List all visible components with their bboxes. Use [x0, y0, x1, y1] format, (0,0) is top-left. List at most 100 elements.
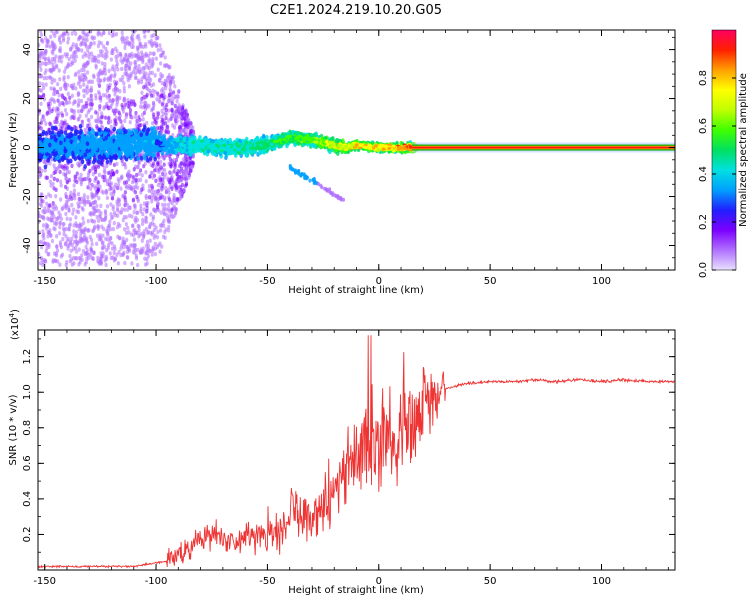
noise-point: [160, 102, 164, 107]
noise-point: [173, 110, 177, 116]
noise-point: [149, 38, 153, 44]
noise-point: [151, 163, 155, 169]
noise-point: [111, 226, 115, 232]
noise-point: [82, 220, 86, 225]
noise-point: [179, 166, 184, 171]
noise-point: [167, 118, 171, 123]
noise-point: [77, 247, 81, 252]
noise-point: [124, 53, 128, 58]
noise-point: [121, 106, 125, 112]
noise-point: [38, 63, 42, 69]
noise-point: [170, 208, 174, 213]
noise-point: [175, 99, 179, 104]
noise-point: [170, 186, 174, 192]
noise-point: [170, 214, 174, 219]
noise-point: [111, 50, 115, 56]
band-point: [66, 158, 70, 164]
noise-point: [153, 89, 157, 95]
noise-point: [109, 124, 113, 130]
noise-point: [163, 229, 167, 235]
noise-point: [76, 109, 81, 114]
noise-point: [59, 244, 63, 250]
noise-point: [135, 165, 140, 170]
noise-point: [173, 162, 177, 167]
noise-point: [149, 77, 153, 83]
noise-point: [77, 262, 81, 267]
noise-point: [87, 107, 92, 113]
noise-point: [89, 93, 93, 99]
noise-point: [117, 116, 121, 122]
noise-point: [60, 54, 64, 60]
noise-point: [120, 30, 124, 36]
noise-point: [154, 56, 158, 61]
noise-point: [59, 86, 63, 92]
noise-point: [130, 214, 134, 219]
noise-point: [86, 97, 90, 102]
noise-point: [73, 49, 77, 55]
noise-point: [104, 46, 108, 52]
noise-point: [121, 74, 125, 80]
noise-point: [136, 247, 140, 253]
noise-point: [43, 206, 47, 211]
noise-point: [139, 209, 143, 214]
noise-point: [66, 91, 70, 97]
noise-point: [148, 57, 152, 62]
noise-point: [83, 51, 87, 56]
noise-point: [70, 236, 74, 242]
band-point: [153, 156, 157, 162]
noise-point: [47, 75, 51, 80]
noise-point: [125, 35, 129, 41]
noise-point: [178, 184, 182, 190]
noise-point: [167, 190, 171, 195]
noise-point: [50, 30, 54, 33]
noise-point: [45, 110, 49, 116]
noise-point: [166, 202, 171, 207]
band-point: [67, 125, 71, 130]
noise-point: [44, 241, 48, 246]
noise-point: [175, 118, 179, 124]
noise-point: [74, 215, 78, 220]
noise-point: [81, 216, 85, 221]
noise-point: [61, 226, 66, 232]
noise-point: [164, 186, 168, 191]
noise-point: [53, 59, 57, 64]
noise-point: [48, 203, 52, 208]
noise-point: [115, 206, 120, 211]
noise-point: [114, 54, 118, 60]
noise-point: [156, 111, 161, 116]
noise-point: [59, 59, 64, 64]
noise-point: [72, 223, 76, 228]
noise-point: [133, 75, 138, 80]
noise-point: [105, 95, 110, 100]
noise-point: [74, 31, 78, 36]
noise-point: [157, 125, 162, 131]
noise-point: [111, 98, 115, 104]
noise-point: [49, 193, 53, 199]
noise-point: [134, 65, 138, 70]
noise-point: [59, 101, 63, 106]
noise-point: [175, 172, 179, 177]
noise-point: [163, 55, 167, 60]
noise-point: [158, 195, 162, 200]
noise-point: [49, 218, 53, 223]
noise-point: [94, 63, 98, 68]
noise-point: [109, 191, 113, 197]
noise-point: [98, 184, 102, 190]
noise-point: [80, 48, 84, 53]
noise-point: [59, 197, 63, 202]
noise-point: [41, 262, 45, 268]
noise-point: [38, 74, 41, 79]
noise-point: [44, 194, 48, 200]
noise-point: [166, 99, 170, 104]
noise-point: [134, 177, 138, 183]
noise-point: [127, 52, 131, 58]
noise-point: [38, 30, 43, 34]
noise-point: [156, 115, 160, 120]
noise-point: [105, 88, 110, 94]
noise-point: [78, 84, 83, 89]
noise-point: [84, 63, 88, 68]
noise-point: [183, 109, 187, 115]
noise-point: [169, 76, 173, 81]
noise-point: [108, 97, 112, 103]
noise-point: [80, 104, 85, 110]
